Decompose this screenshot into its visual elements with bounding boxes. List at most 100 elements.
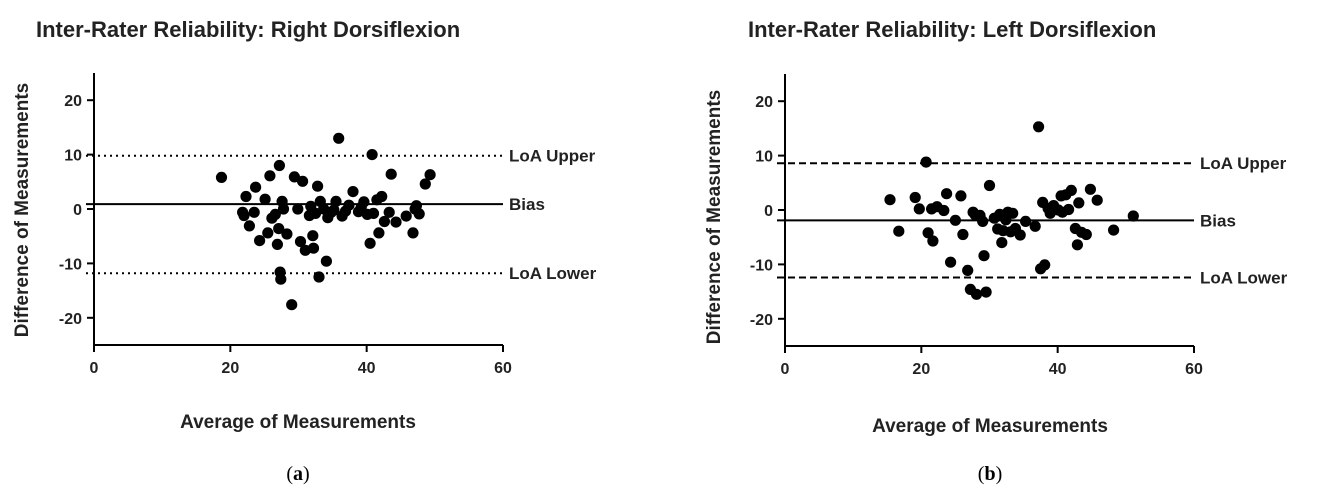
data-point [913,203,925,215]
data-point [273,159,285,172]
x-tick-label: 60 [1185,361,1203,378]
data-point [269,208,281,220]
data-point [307,230,319,242]
data-point [1080,228,1092,241]
data-point [250,181,262,193]
data-point [980,286,992,298]
data-point [920,156,932,168]
data-point [962,264,974,276]
data-point [273,223,285,235]
data-point [254,235,266,247]
data-point [313,271,325,283]
data-point [390,216,402,228]
data-point [1007,207,1019,219]
x-tick-label: 0 [90,360,99,377]
data-point [1033,121,1045,133]
y-tick-label: -10 [59,256,82,273]
chart-title: Inter-Rater Reliability: Left Dorsiflexi… [748,17,1156,42]
data-point [884,194,896,206]
x-axis-label: Average of Measurements [180,412,416,433]
x-tick-label: 20 [912,361,930,378]
data-point [281,228,293,240]
data-point [320,255,332,267]
data-point [240,190,252,203]
y-tick-label: -20 [750,312,773,329]
data-point [957,228,969,241]
data-point [373,227,385,239]
data-point [307,242,320,254]
x-axis-label: Average of Measurements [872,416,1108,437]
data-point [949,214,961,226]
data-point [262,227,274,239]
data-point [945,256,957,268]
data-point [238,209,250,222]
data-point [367,207,380,219]
data-point [407,227,419,239]
data-point [248,206,260,218]
x-tick-label: 40 [358,360,376,377]
data-point [938,204,950,217]
data-point [347,186,359,198]
data-point [922,227,934,239]
data-point [358,196,370,208]
data-point [343,199,355,211]
y-axis-label: Difference of Measurements [12,83,33,337]
data-point [366,149,378,161]
loa-upper-label: LoA Upper [509,147,596,166]
data-point [264,170,276,182]
x-tick-label: 0 [781,361,790,378]
data-point [400,210,412,222]
data-point [978,250,990,262]
chart-b: Inter-Rater Reliability: Left Dorsiflexi… [704,17,1288,485]
data-point [288,171,300,183]
bias-label: Bias [509,195,545,214]
chart-title: Inter-Rater Reliability: Right Dorsiflex… [36,17,460,42]
data-point [364,237,376,249]
x-tick-label: 40 [1049,361,1067,378]
data-point [996,237,1008,249]
data-point [275,273,287,285]
data-point [277,203,290,215]
data-point [243,220,255,232]
y-tick-label: -10 [750,257,773,274]
data-point [385,168,397,180]
data-point [328,204,340,216]
data-point [259,193,271,205]
data-point [893,225,905,237]
data-point [383,206,395,218]
bias-label: Bias [1200,211,1236,230]
y-tick-label: 0 [764,203,773,220]
data-point [312,180,324,192]
data-point [1063,203,1075,216]
data-point [419,178,431,190]
data-point [271,238,283,250]
y-tick-label: -20 [59,311,82,328]
data-point [1029,220,1041,232]
data-point [413,208,425,220]
data-point [1071,239,1083,251]
data-point [1091,194,1103,206]
data-point [1127,210,1139,222]
data-point [1084,183,1096,195]
data-point [424,169,436,181]
chart-a: Inter-Rater Reliability: Right Dorsiflex… [12,17,597,485]
data-point [297,175,309,187]
loa-upper-label: LoA Upper [1200,154,1287,173]
data-point [378,215,390,228]
plot-layer: -20 -10 0 10 20 0 20 40 60 LoA Upper Bias LoA Lower [750,74,1288,378]
panel-label: (b) [978,463,1002,485]
y-tick-label: 0 [73,202,82,219]
data-point [909,191,921,204]
data-point [376,190,388,203]
y-tick-label: 20 [64,93,82,110]
data-point [1073,197,1085,209]
data-point [1014,229,1026,241]
data-point [1065,184,1077,196]
data-point [294,236,307,248]
data-point [330,195,342,207]
y-axis-label: Difference of Measurements [704,90,725,344]
data-point [955,190,967,202]
data-point [1020,215,1032,227]
data-point [983,179,996,192]
panel-label: (a) [286,463,309,485]
